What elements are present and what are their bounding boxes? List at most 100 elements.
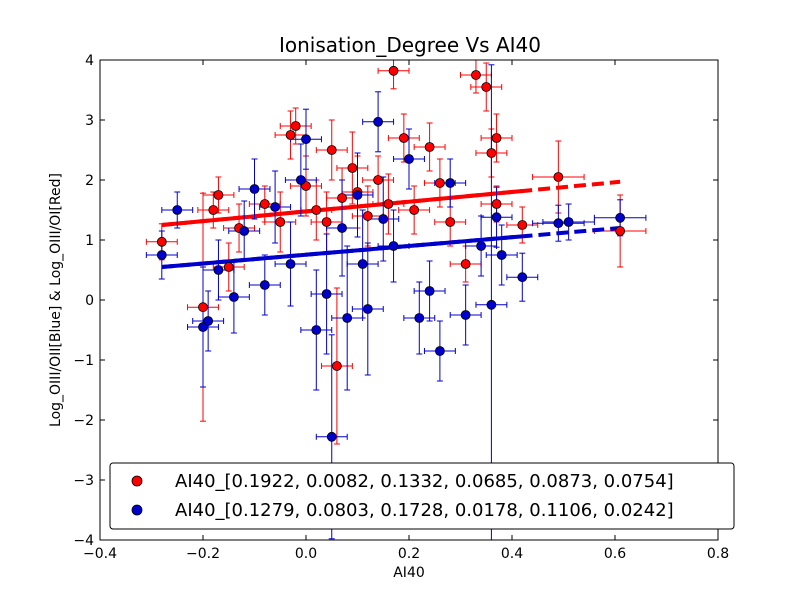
data-point xyxy=(337,223,347,233)
y-tick-label: −1 xyxy=(73,353,94,369)
data-point xyxy=(388,241,399,251)
legend: AI40_[0.1922, 0.0082, 0.1332, 0.0685, 0.… xyxy=(109,462,735,530)
data-point xyxy=(295,175,306,185)
data-point xyxy=(563,217,574,227)
x-tick-label: 0.0 xyxy=(295,546,317,562)
data-point xyxy=(203,316,214,326)
ticks-layer: −0.4 −0.2 0.0 0.2 0.4 0.6 0.8 −4 −3 −2 −1 0 1 2 3 4 xyxy=(73,53,729,562)
data-point xyxy=(321,289,332,299)
y-tick-label: −3 xyxy=(73,473,94,489)
data-point xyxy=(414,313,425,323)
data-point xyxy=(362,304,373,314)
data-point xyxy=(326,145,337,155)
y-tick-label: −2 xyxy=(73,413,94,429)
data-point xyxy=(424,286,435,296)
data-point xyxy=(331,361,342,371)
data-point xyxy=(491,199,502,209)
data-point xyxy=(486,299,497,310)
data-point xyxy=(311,205,322,215)
y-tick-label: 3 xyxy=(85,113,94,129)
data-point xyxy=(424,142,435,152)
legend-label-blue: AI40_[0.1279, 0.0803, 0.1728, 0.0178, 0.… xyxy=(175,500,674,521)
data-point xyxy=(409,205,420,215)
data-point xyxy=(445,217,456,227)
data-point xyxy=(517,220,528,230)
markers-red xyxy=(156,65,626,371)
data-point xyxy=(285,130,296,140)
data-point xyxy=(404,154,414,164)
data-point xyxy=(362,211,373,221)
data-point xyxy=(347,163,358,173)
data-point xyxy=(156,236,167,247)
fit-line-dashed xyxy=(161,226,621,269)
data-point xyxy=(213,190,224,200)
y-tick-label: −4 xyxy=(73,533,94,549)
data-point xyxy=(156,250,167,260)
data-point xyxy=(378,214,389,224)
data-point xyxy=(491,133,502,143)
data-point xyxy=(476,241,487,251)
data-point xyxy=(383,199,394,209)
data-point xyxy=(496,250,507,260)
series-layer xyxy=(145,60,647,540)
data-point xyxy=(460,259,471,269)
data-point xyxy=(486,148,497,158)
chart-title: Ionisation_Degree Vs AI40 xyxy=(279,33,541,57)
data-point xyxy=(481,82,492,92)
data-point xyxy=(213,265,224,275)
data-point xyxy=(259,199,270,209)
data-point xyxy=(615,226,626,236)
data-point xyxy=(285,259,296,269)
x-tick-label: 0.4 xyxy=(501,546,523,562)
legend-marker-red xyxy=(131,475,143,487)
markers-blue xyxy=(156,116,626,442)
legend-box xyxy=(109,462,735,530)
legend-label-red: AI40_[0.1922, 0.0082, 0.1332, 0.0685, 0.… xyxy=(175,471,674,492)
legend-marker-blue xyxy=(131,504,143,516)
x-tick-label: 0.6 xyxy=(604,546,626,562)
data-point xyxy=(223,262,234,272)
data-point xyxy=(326,431,337,442)
plot-area: −0.4 −0.2 0.0 0.2 0.4 0.6 0.8 −4 −3 −2 −1 0 1 2 3 4 xyxy=(73,53,729,562)
data-point xyxy=(434,346,445,356)
data-point xyxy=(337,193,347,203)
data-point xyxy=(208,205,219,215)
data-point xyxy=(275,217,286,227)
y-tick-label: 1 xyxy=(85,233,94,249)
data-point xyxy=(460,310,471,320)
data-point xyxy=(445,178,456,188)
data-point xyxy=(615,212,626,223)
x-tick-label: −0.4 xyxy=(83,546,117,562)
data-point xyxy=(491,212,502,223)
y-tick-label: 0 xyxy=(85,293,94,309)
data-point xyxy=(388,65,399,76)
data-point xyxy=(270,202,281,212)
x-axis-label: AI40 xyxy=(393,565,425,581)
data-point xyxy=(517,272,528,283)
data-point xyxy=(259,280,270,290)
data-point xyxy=(198,302,208,313)
y-tick-label: 4 xyxy=(85,53,94,69)
data-point xyxy=(553,172,564,182)
data-point xyxy=(172,205,183,215)
x-tick-label: 0.2 xyxy=(398,546,420,562)
data-point xyxy=(301,134,311,145)
data-point xyxy=(342,313,353,323)
data-point xyxy=(373,175,384,185)
data-point xyxy=(553,218,564,229)
data-point xyxy=(471,70,481,80)
data-point xyxy=(228,292,239,302)
fit-line-dashed xyxy=(161,179,621,227)
data-point xyxy=(357,259,368,269)
data-point xyxy=(290,121,301,131)
data-point xyxy=(434,178,445,188)
data-point xyxy=(311,325,322,335)
data-point xyxy=(352,190,363,200)
data-point xyxy=(239,226,250,236)
data-point xyxy=(249,184,260,194)
data-point xyxy=(398,133,409,143)
data-point xyxy=(373,116,384,127)
x-tick-label: −0.2 xyxy=(186,546,220,562)
y-axis-label: Log_OIII/OII[Blue] & Log_OIII/OI[Red] xyxy=(48,173,64,427)
